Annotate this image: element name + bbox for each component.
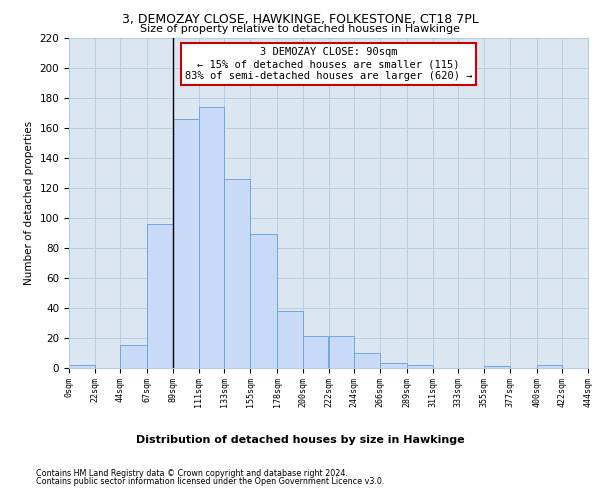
Bar [173,118,199,368]
Bar [224,178,250,368]
Text: Contains public sector information licensed under the Open Government Licence v3: Contains public sector information licen… [36,478,385,486]
Y-axis label: Number of detached properties: Number of detached properties [24,120,34,284]
Text: Distribution of detached houses by size in Hawkinge: Distribution of detached houses by size … [136,435,464,445]
Bar [121,345,148,368]
Bar [484,366,509,368]
Bar [277,310,303,368]
Bar [536,364,562,368]
Bar [148,224,173,368]
Text: 3, DEMOZAY CLOSE, HAWKINGE, FOLKESTONE, CT18 7PL: 3, DEMOZAY CLOSE, HAWKINGE, FOLKESTONE, … [122,12,478,26]
Bar [354,352,380,368]
Text: Contains HM Land Registry data © Crown copyright and database right 2024.: Contains HM Land Registry data © Crown c… [36,469,348,478]
Bar [329,336,354,368]
Bar [407,364,433,368]
Bar [380,363,407,368]
Bar [250,234,277,368]
Text: 3 DEMOZAY CLOSE: 90sqm
← 15% of detached houses are smaller (115)
83% of semi-de: 3 DEMOZAY CLOSE: 90sqm ← 15% of detached… [185,48,472,80]
Bar [303,336,329,368]
Text: Size of property relative to detached houses in Hawkinge: Size of property relative to detached ho… [140,24,460,34]
Bar [199,106,224,368]
Bar [69,364,95,368]
